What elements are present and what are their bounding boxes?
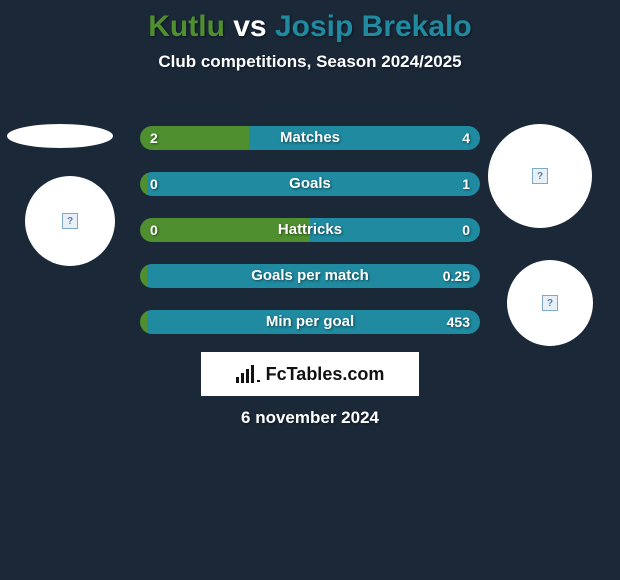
stat-value-right: 1 xyxy=(462,172,470,196)
stat-label: Hattricks xyxy=(140,218,480,242)
title-player1: Kutlu xyxy=(148,10,225,43)
stat-value-left: 0 xyxy=(150,218,158,242)
logo-brand: FcTables xyxy=(266,364,343,385)
logo: FcTables.com xyxy=(201,352,419,396)
stat-row: Hattricks0 0 xyxy=(140,218,480,242)
stat-value-right: 0.25 xyxy=(443,264,470,288)
stat-row: Goals0 1 xyxy=(140,172,480,196)
image-placeholder-icon: ? xyxy=(532,168,548,184)
stat-label: Goals xyxy=(140,172,480,196)
stat-row: Min per goal453 xyxy=(140,310,480,334)
stat-value-left: 0 xyxy=(150,172,158,196)
date: 6 november 2024 xyxy=(0,408,620,428)
stat-value-right: 453 xyxy=(447,310,470,334)
logo-suffix: .com xyxy=(342,364,384,385)
stat-label: Matches xyxy=(140,126,480,150)
stat-label: Min per goal xyxy=(140,310,480,334)
stat-bars: Matches24Goals01Hattricks00Goals per mat… xyxy=(140,126,480,356)
title-player2: Josip Brekalo xyxy=(275,10,472,43)
player2-club-avatar: ? xyxy=(507,260,593,346)
page-title: Kutlu vs Josip Brekalo xyxy=(0,0,620,44)
stat-label: Goals per match xyxy=(140,264,480,288)
player1-marker-ellipse xyxy=(7,124,113,148)
stat-value-right: 0 xyxy=(462,218,470,242)
stat-value-right: 4 xyxy=(462,126,470,150)
stat-row: Matches2 4 xyxy=(140,126,480,150)
subtitle: Club competitions, Season 2024/2025 xyxy=(0,52,620,72)
comparison-infographic: Kutlu vs Josip Brekalo Club competitions… xyxy=(0,0,620,580)
logo-text: FcTables.com xyxy=(236,364,385,385)
image-placeholder-icon: ? xyxy=(542,295,558,311)
image-placeholder-icon: ? xyxy=(62,213,78,229)
player1-avatar: ? xyxy=(25,176,115,266)
player2-avatar: ? xyxy=(488,124,592,228)
stat-row: Goals per match0.25 xyxy=(140,264,480,288)
stat-value-left: 2 xyxy=(150,126,158,150)
chart-icon xyxy=(236,365,262,383)
title-vs: vs xyxy=(233,10,266,43)
